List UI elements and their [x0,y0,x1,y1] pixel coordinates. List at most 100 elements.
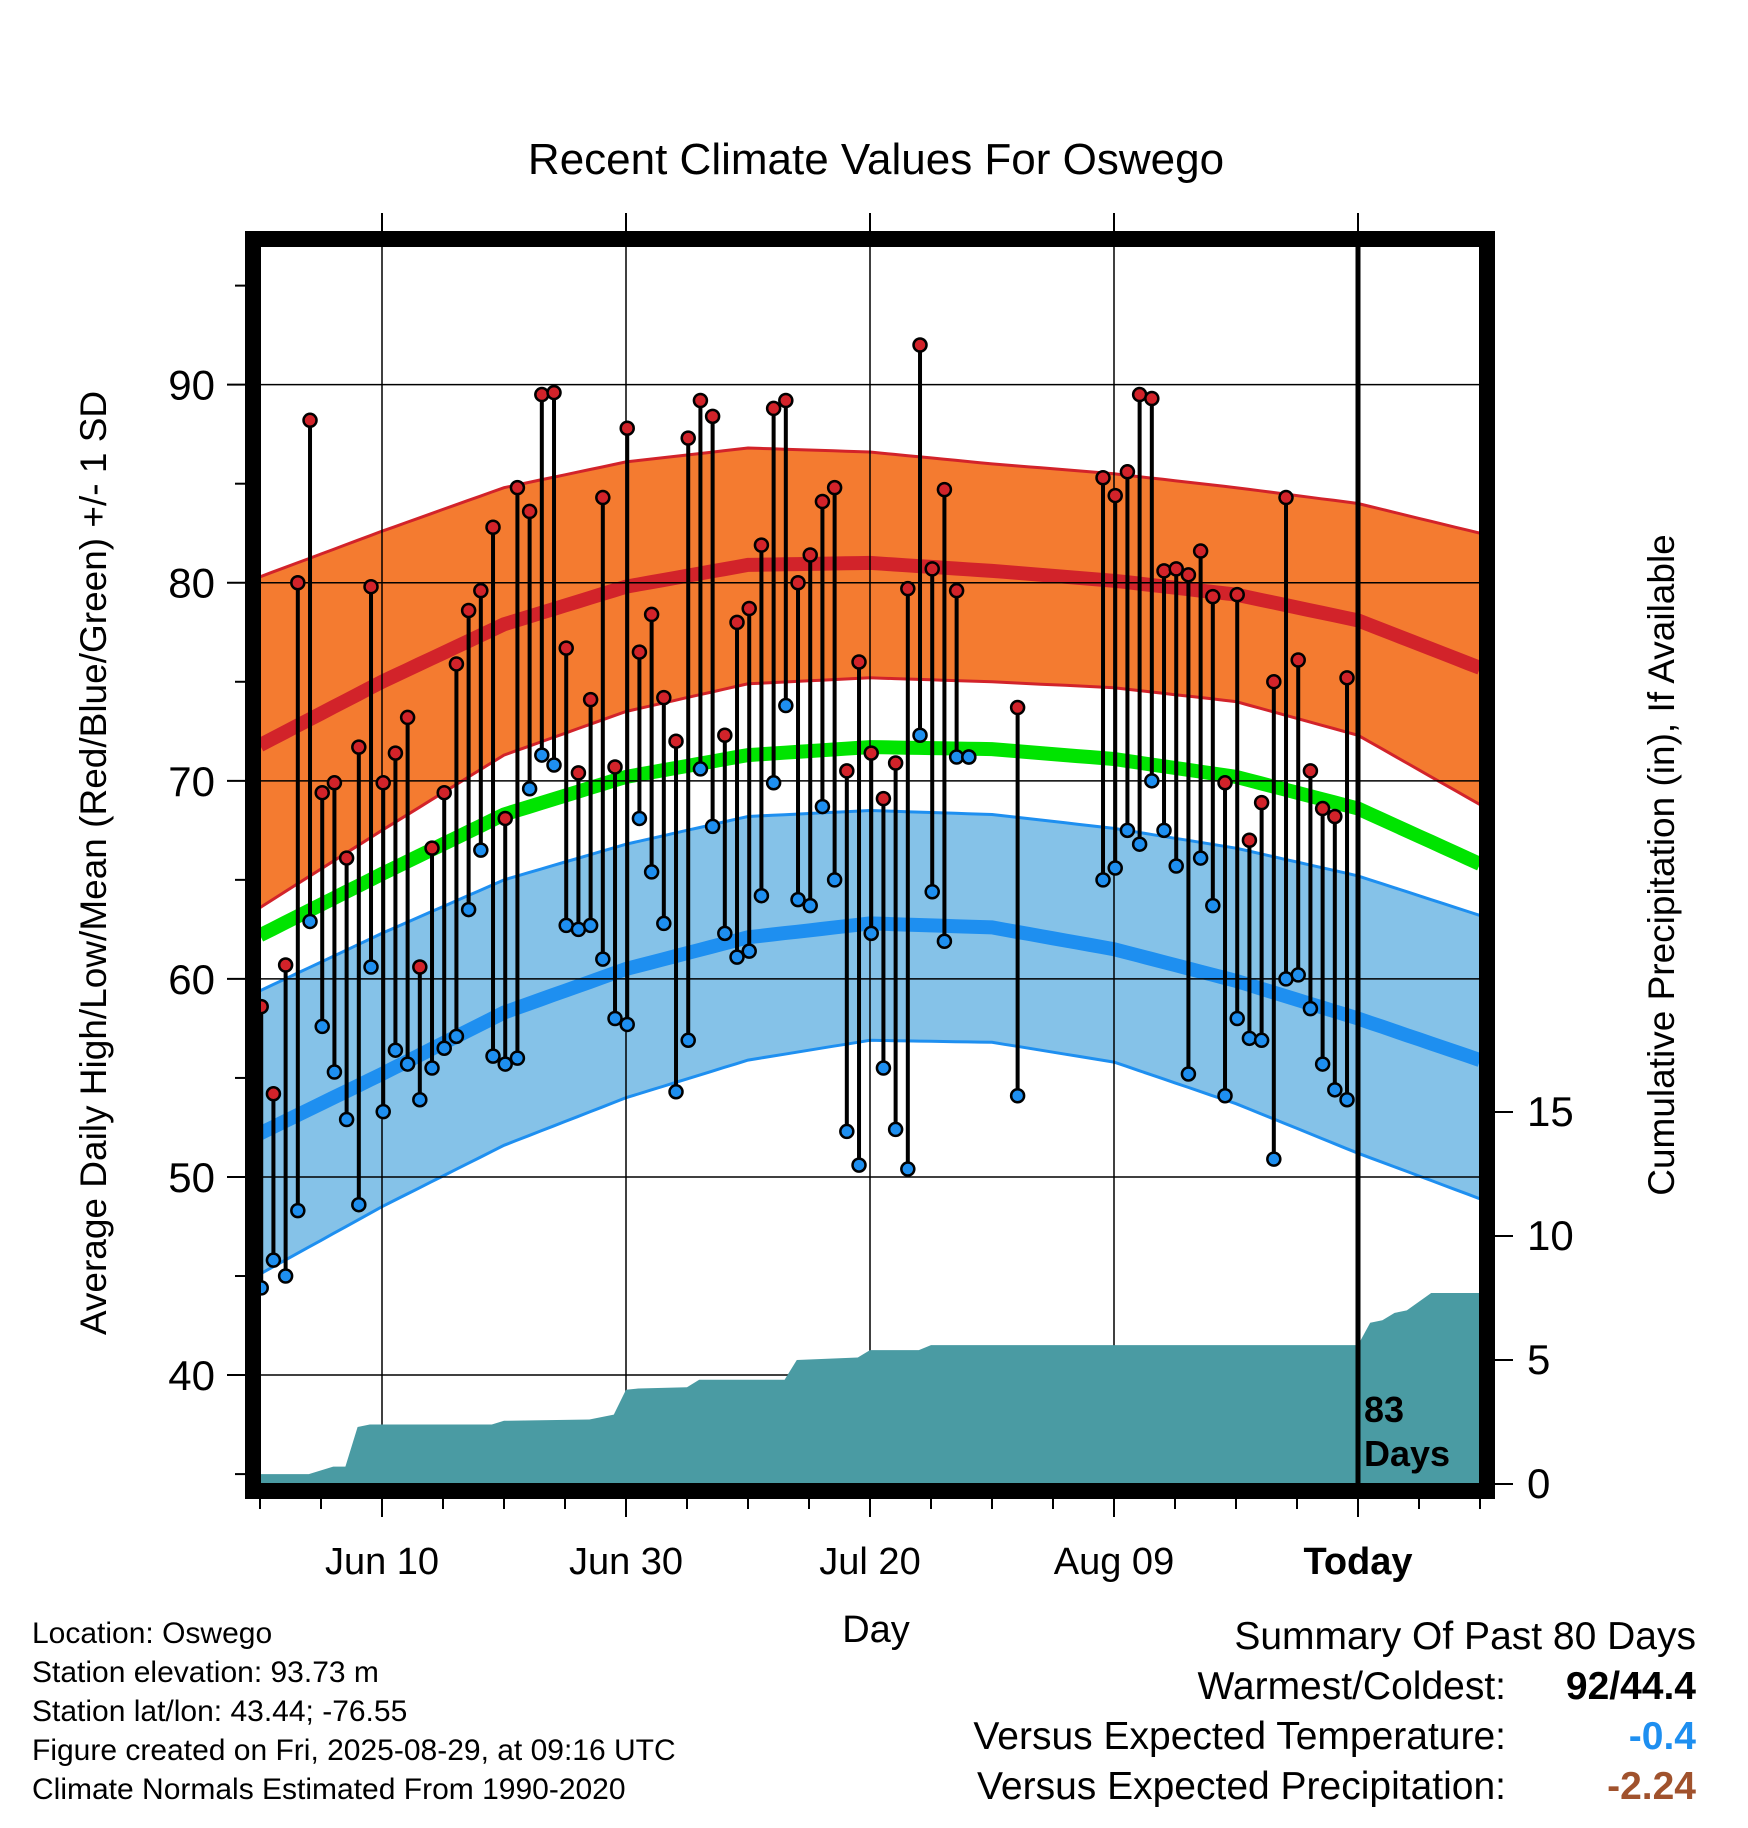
high-point [302,412,318,429]
low-point [302,913,318,930]
low-point [1327,1082,1343,1098]
high-point [741,600,757,617]
low-point [497,1056,513,1072]
high-point [631,644,648,660]
temp-label: Versus Expected Temperature: [973,1715,1506,1758]
high-point [509,479,526,496]
high-point [839,763,855,779]
high-point [265,1086,282,1102]
low-point [1314,1056,1331,1072]
low-point [936,933,953,950]
y-right-tick-label: 0 [1527,1460,1550,1507]
high-point [875,790,892,807]
low-point [692,761,709,777]
low-point [961,749,977,765]
low-point [1253,1032,1270,1049]
high-point [473,582,489,599]
y-left-tick-label: 90 [168,362,215,409]
low-point [265,1252,282,1268]
high-point [1266,674,1282,690]
info-location: Location: Oswego [32,1617,273,1650]
x-tick-label: Jun 30 [569,1541,683,1583]
summary-warm-cold: Warmest/Coldest: 92/44.4 [973,1662,1696,1712]
low-point [338,1111,355,1128]
low-point [595,951,611,967]
precip-label: Versus Expected Precipitation: [977,1765,1506,1808]
high-point [314,784,330,801]
low-point [1205,897,1221,914]
high-point [1192,543,1209,559]
high-point [643,606,660,623]
low-point [900,1161,916,1177]
high-point [656,689,672,706]
high-point [1241,832,1258,848]
high-point [399,709,416,726]
high-point [887,755,904,771]
today-days-count: 83 [1364,1389,1404,1430]
high-point [1119,464,1136,480]
high-point [534,386,550,403]
info-elevation: Station elevation: 93.73 m [32,1656,379,1689]
high-point [924,561,940,577]
high-point [375,775,391,791]
high-point [912,337,928,353]
low-point [1144,773,1160,789]
high-point [1168,561,1184,577]
low-point [1131,836,1148,852]
low-point [1302,1000,1319,1017]
high-point [521,503,538,520]
station-info: Location: Oswego Station elevation: 93.7… [32,1614,676,1809]
high-point [497,810,513,827]
low-point [765,775,782,791]
info-latlon: Station lat/lon: 43.44; -76.55 [32,1695,408,1728]
low-point [1095,872,1111,888]
low-point [509,1050,526,1066]
high-point [436,784,452,801]
high-point [595,489,611,506]
low-point [753,887,770,904]
y-axis-label-left: Average Daily High/Low/Mean (Red/Blue/Gr… [73,391,114,1335]
high-point [1327,808,1343,825]
low-point [290,1202,306,1219]
high-point [1107,487,1123,504]
high-point [900,580,916,597]
summary-precip: Versus Expected Precipitation: -2.24 [973,1762,1696,1812]
high-point [363,578,379,595]
low-point [1241,1030,1258,1047]
low-point [790,891,806,908]
high-point [1180,567,1197,583]
low-point [260,1280,269,1296]
high-point [582,691,599,708]
high-point [277,957,294,973]
high-point [1253,794,1270,811]
y-left-tick-label: 70 [168,758,215,805]
high-point [704,408,721,425]
high-point [668,733,684,749]
y-left-tick-label: 40 [168,1352,215,1399]
high-point [460,602,477,619]
low-point [729,949,745,965]
high-point [717,727,733,744]
y-left-tick-label: 50 [168,1154,215,1201]
high-point [1156,563,1172,579]
y-axis-label-right: Cumulative Precipitation (in), If Availa… [1641,534,1682,1196]
low-point [778,697,794,714]
high-point [619,420,635,436]
high-point [692,392,709,409]
x-tick-label: Today [1303,1541,1412,1583]
low-point [1180,1066,1197,1082]
low-point [607,1010,623,1027]
low-point [448,1028,465,1045]
low-point [887,1121,904,1138]
low-point [717,925,733,942]
x-axis-label: Day [842,1609,910,1651]
low-point [1192,850,1209,866]
high-point [558,640,574,656]
y-right-tick-label: 15 [1527,1088,1574,1135]
low-point [277,1268,294,1284]
low-point [1339,1091,1355,1108]
y-right-tick-label: 10 [1527,1212,1574,1259]
high-point [680,430,696,446]
high-point [1314,800,1331,817]
